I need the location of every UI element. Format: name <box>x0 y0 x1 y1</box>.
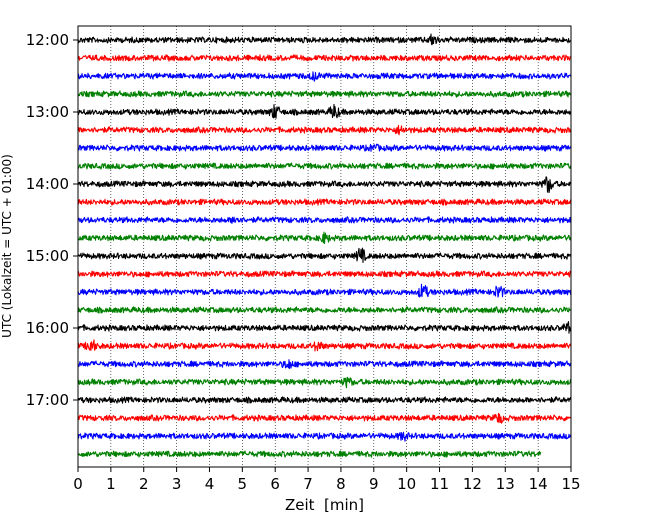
trace-1430 <box>77 216 572 224</box>
y-axis: 12:00 13:00 14:00 15:00 16:00 17:00 <box>26 31 78 409</box>
x-tick-label: 0 <box>73 475 83 493</box>
x-tick-label: 8 <box>336 475 346 493</box>
trace-1345 <box>77 162 572 170</box>
trace-1445 <box>77 231 572 245</box>
trace-1300 <box>77 103 572 119</box>
trace-layer <box>77 33 572 458</box>
trace-1615 <box>77 339 572 352</box>
x-tick-label: 5 <box>238 475 248 493</box>
trace-1600 <box>77 321 572 334</box>
y-tick-label: 17:00 <box>26 391 69 409</box>
x-axis-label: Zeit [min] <box>285 496 364 514</box>
trace-1500 <box>77 247 572 264</box>
x-tick-label: 14 <box>529 475 548 493</box>
trace-1415 <box>77 198 572 206</box>
x-tick-label: 3 <box>172 475 182 493</box>
x-tick-label: 13 <box>496 475 515 493</box>
trace-1530 <box>77 283 572 298</box>
trace-1400 <box>77 176 572 194</box>
x-tick-label: 7 <box>303 475 313 493</box>
x-axis: 0 1 2 3 4 5 6 7 8 9 10 11 12 13 14 15 <box>73 467 581 493</box>
trace-1230 <box>77 71 572 82</box>
y-tick-label: 13:00 <box>26 103 69 121</box>
trace-1330 <box>77 143 572 152</box>
trace-1315 <box>77 124 572 136</box>
x-tick-label: 2 <box>139 475 149 493</box>
x-tick-label: 9 <box>369 475 379 493</box>
x-tick-label: 1 <box>106 475 116 493</box>
plot-frame <box>77 25 572 468</box>
x-tick-label: 11 <box>430 475 449 493</box>
trace-1200 <box>77 33 572 46</box>
trace-1630 <box>77 359 572 370</box>
y-tick-label: 16:00 <box>26 319 69 337</box>
trace-1515 <box>77 270 572 278</box>
trace-1715 <box>77 412 572 424</box>
trace-1700 <box>77 396 572 404</box>
trace-1730 <box>77 431 572 442</box>
x-tick-label: 10 <box>397 475 416 493</box>
x-tick-label: 12 <box>463 475 482 493</box>
x-tick-label: 4 <box>205 475 215 493</box>
x-tick-label: 15 <box>561 475 580 493</box>
trace-1745 <box>77 450 542 458</box>
trace-1215 <box>77 54 572 62</box>
y-tick-label: 12:00 <box>26 31 69 49</box>
y-tick-label: 14:00 <box>26 175 69 193</box>
y-axis-label: UTC (Lokalzeit = UTC + 01:00) <box>0 154 14 338</box>
y-tick-label: 15:00 <box>26 247 69 265</box>
trace-1245 <box>77 90 572 98</box>
x-tick-label: 6 <box>270 475 280 493</box>
trace-1545 <box>77 306 572 314</box>
trace-1645 <box>77 376 572 389</box>
